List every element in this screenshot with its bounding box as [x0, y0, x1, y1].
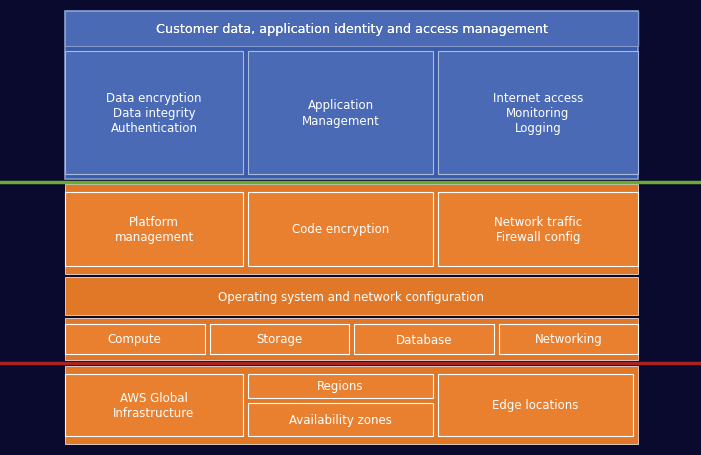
FancyBboxPatch shape: [65, 12, 638, 47]
FancyBboxPatch shape: [65, 52, 243, 175]
FancyBboxPatch shape: [65, 374, 243, 436]
Text: Regions: Regions: [318, 379, 364, 393]
FancyBboxPatch shape: [248, 403, 433, 436]
FancyBboxPatch shape: [248, 52, 433, 175]
Text: Networking: Networking: [534, 333, 602, 346]
Text: Code encryption: Code encryption: [292, 223, 389, 236]
Text: AWS Global
Infrastructure: AWS Global Infrastructure: [114, 391, 195, 419]
Text: Edge locations: Edge locations: [492, 399, 579, 412]
FancyBboxPatch shape: [438, 192, 638, 267]
FancyBboxPatch shape: [65, 366, 638, 444]
Text: Application
Management: Application Management: [301, 99, 379, 127]
Text: Operating system and network configuration: Operating system and network configurati…: [219, 290, 484, 303]
FancyBboxPatch shape: [65, 12, 638, 180]
FancyBboxPatch shape: [438, 52, 638, 175]
FancyBboxPatch shape: [65, 185, 638, 274]
Text: Network traffic
Firewall config: Network traffic Firewall config: [494, 216, 582, 243]
FancyBboxPatch shape: [210, 324, 349, 354]
FancyBboxPatch shape: [65, 318, 638, 360]
Text: Database: Database: [395, 333, 452, 346]
FancyBboxPatch shape: [354, 324, 494, 354]
FancyBboxPatch shape: [248, 192, 433, 267]
Text: Availability zones: Availability zones: [289, 413, 392, 426]
FancyBboxPatch shape: [65, 192, 243, 267]
FancyBboxPatch shape: [65, 278, 638, 315]
Text: Customer data, application identity and access management: Customer data, application identity and …: [156, 23, 547, 36]
FancyBboxPatch shape: [65, 324, 205, 354]
Text: Customer data, application identity and access management: Customer data, application identity and …: [156, 23, 547, 36]
FancyBboxPatch shape: [248, 374, 433, 398]
Text: Platform
management: Platform management: [114, 216, 193, 243]
FancyBboxPatch shape: [498, 324, 638, 354]
Text: Data encryption
Data integrity
Authentication: Data encryption Data integrity Authentic…: [107, 92, 202, 135]
Text: Internet access
Monitoring
Logging: Internet access Monitoring Logging: [493, 92, 583, 135]
Text: Compute: Compute: [108, 333, 162, 346]
Text: Storage: Storage: [256, 333, 302, 346]
FancyBboxPatch shape: [65, 12, 638, 47]
FancyBboxPatch shape: [438, 374, 633, 436]
